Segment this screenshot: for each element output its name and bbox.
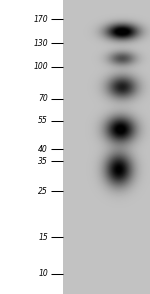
Text: 15: 15 <box>38 233 48 242</box>
Text: 100: 100 <box>33 62 48 71</box>
Text: 55: 55 <box>38 116 48 125</box>
Text: 35: 35 <box>38 157 48 166</box>
Text: 40: 40 <box>38 145 48 154</box>
Text: 130: 130 <box>33 39 48 48</box>
Text: 25: 25 <box>38 187 48 196</box>
Text: 170: 170 <box>33 14 48 24</box>
FancyBboxPatch shape <box>0 0 63 294</box>
Text: 10: 10 <box>38 269 48 278</box>
Text: 70: 70 <box>38 94 48 103</box>
